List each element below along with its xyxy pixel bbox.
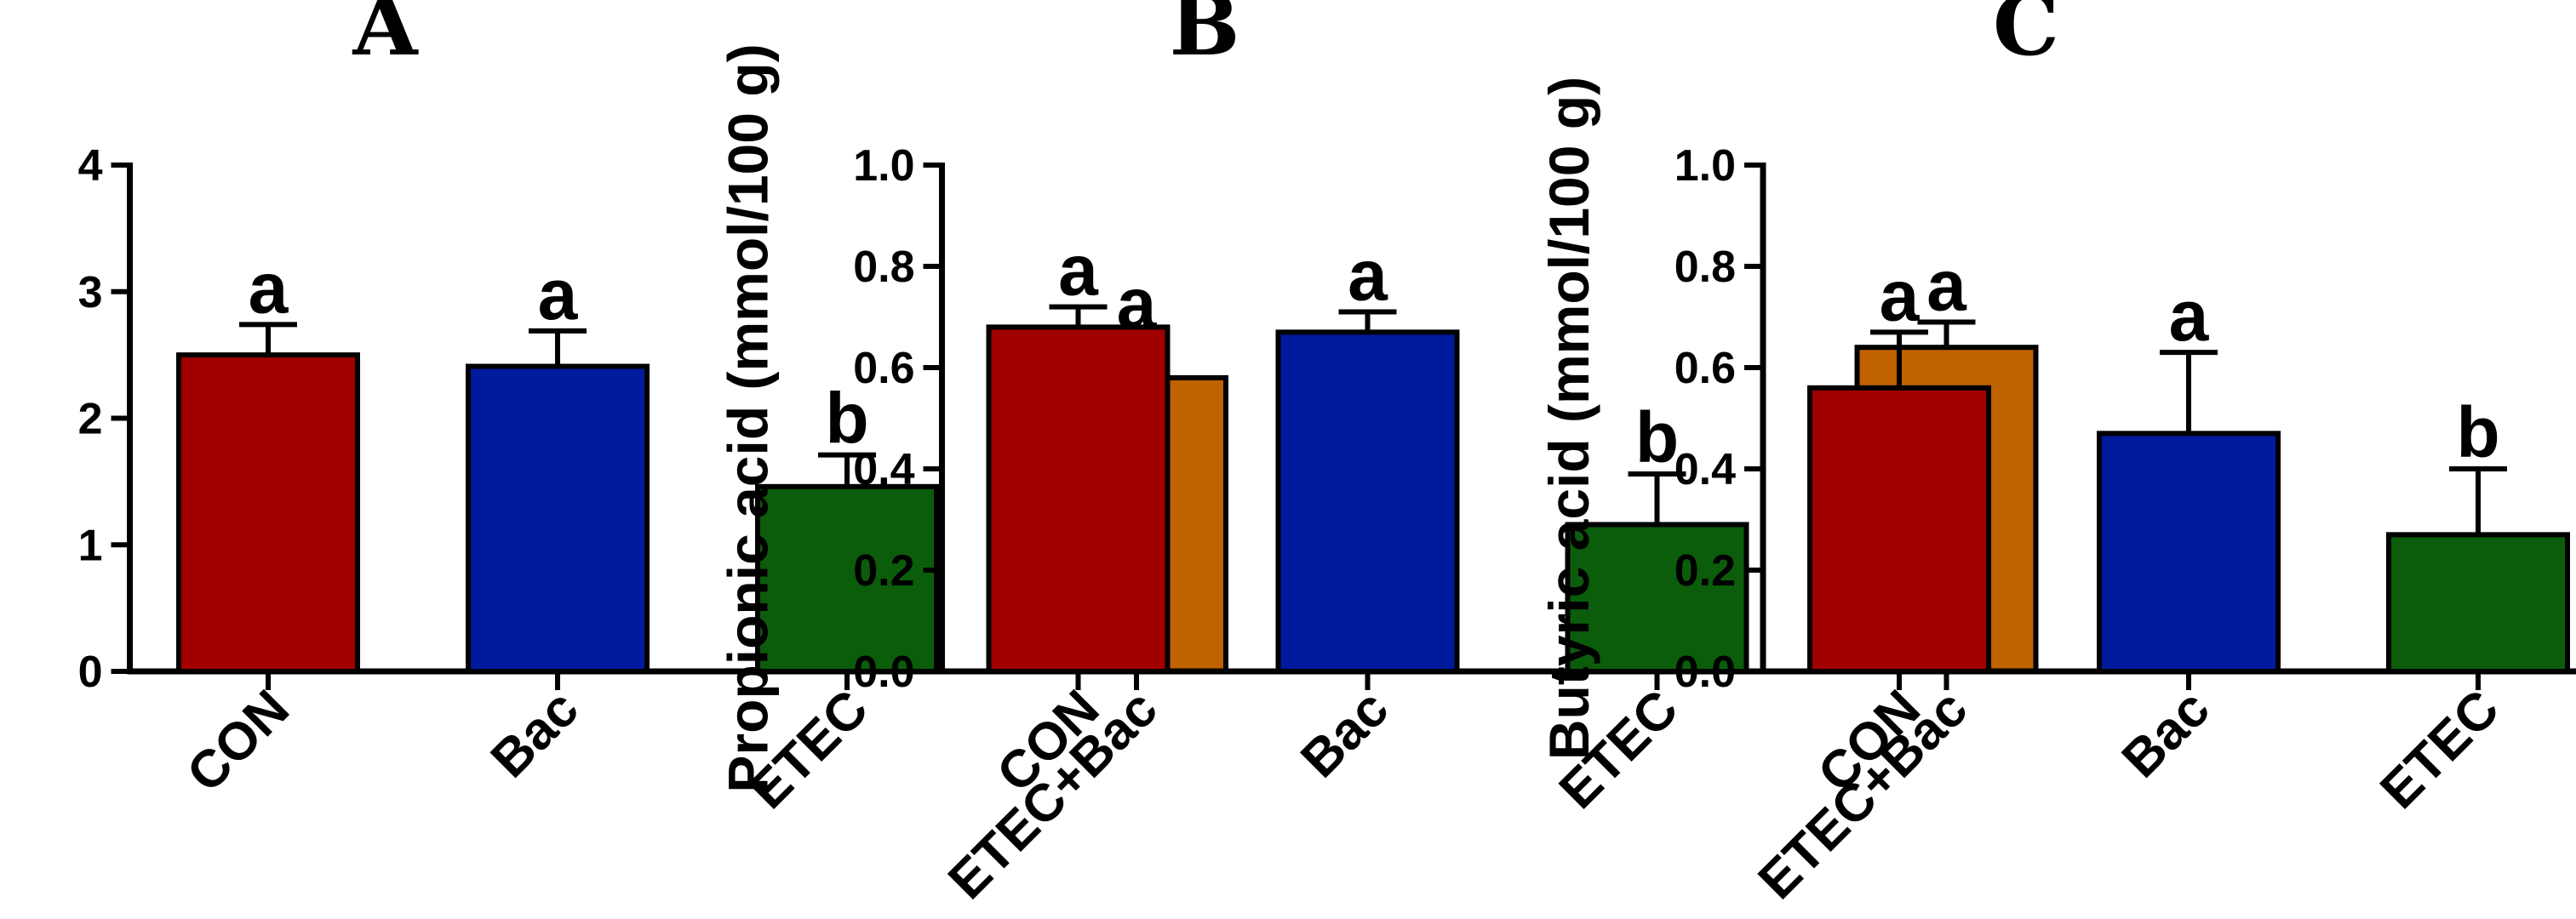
panel-a-xtick-label: CON [176,679,301,803]
panel-b-ytick-label: 0.2 [853,546,914,596]
panel-b-bar-bac [1275,329,1460,674]
panel-b-title: B [1170,0,1240,75]
panel-a-significance-label: b [825,379,868,459]
panel-c-significance-label: a [2169,276,2210,356]
panel-b-ytick-label: 1.0 [853,141,914,191]
panel-c-title: C [1993,0,2059,75]
panel-c-bar-etec [2386,532,2570,674]
panel-a-bar-etec [755,483,939,675]
panel-c-ytick-label: 0.6 [1674,344,1736,393]
panel-b-xtick-label: Bac [1290,679,1400,789]
panel-a-ytick-label: 4 [78,141,103,191]
panel-c-ytick-label: 0.4 [1674,445,1736,494]
panel-a-ytick-label: 2 [78,395,103,444]
panel-a-significance-label: a [249,248,289,328]
panel-b-ytick-label: 0.8 [853,243,914,292]
panel-b-significance-label: a [1348,236,1388,316]
panel-c-bar-con [1807,385,1991,674]
panel-c-ytick-label: 0.8 [1674,243,1736,292]
panel-b-bar-etec [1565,522,1749,675]
panel-c-xtick-label: Bac [2111,679,2221,789]
panel-b-significance-label: a [1058,231,1099,311]
panel-c-ylabel: Butyric acid (mmol/100 g) [1537,77,1600,760]
panel-b-significance-label: b [1635,397,1679,477]
panel-c-bar-bac [2097,431,2281,674]
panel-b-ytick-label: 0.6 [853,344,914,393]
panel-b-ytick-label: 0.0 [853,648,914,697]
panel-c-ytick-label: 1.0 [1674,141,1736,191]
panel-b-bar-con [986,324,1171,674]
panel-c-significance-label: a [1880,255,1921,335]
panel-a-xtick-label: Bac [480,679,590,789]
panel-a-bar-con [176,352,360,674]
panel-c-ytick-label: 0.2 [1674,546,1736,596]
panel-b-significance-label: a [1926,245,1967,325]
panel-b-ytick-label: 0.4 [853,445,914,494]
panel-a-title: A [352,0,419,75]
panel-a-significance-label: a [538,254,579,334]
panel-a-bar-bac [466,363,650,674]
panel-c-xtick-label: ETEC+Bac [2568,679,2576,910]
panel-a-ytick-label: 0 [78,648,103,697]
panel-a-ytick-label: 3 [78,268,103,317]
panel-c-significance-label: b [2456,392,2499,472]
panel-b-ylabel: Propionic acid (mmol/100 g) [717,43,780,792]
panel-c-ytick-label: 0.0 [1674,648,1736,697]
panel-c-xtick-label: ETEC [2369,679,2510,820]
panel-a-ytick-label: 1 [78,521,103,570]
